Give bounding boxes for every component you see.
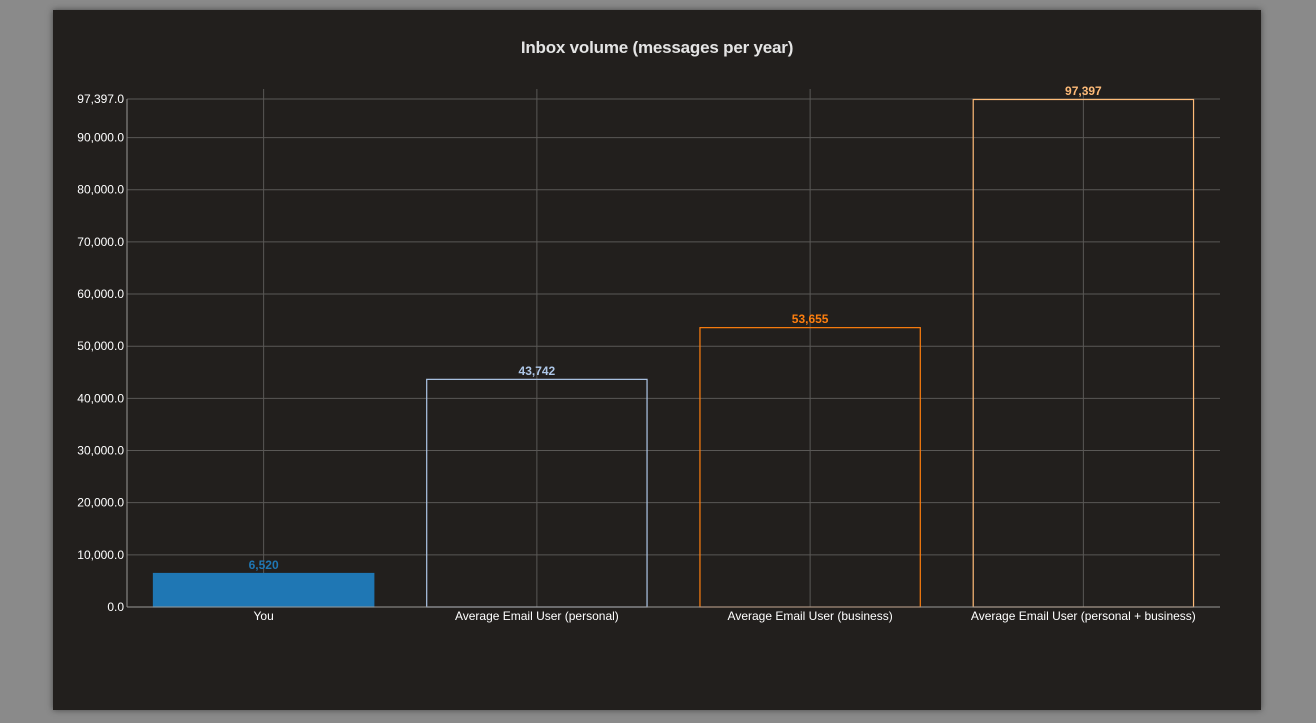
y-tick-label: 70,000.0: [77, 235, 124, 249]
bars: [152, 98, 1195, 608]
y-tick-label: 30,000.0: [77, 444, 124, 458]
bar: [699, 327, 921, 608]
x-category-label: You: [254, 609, 274, 623]
bar: [152, 572, 375, 608]
chart-panel: Inbox volume (messages per year) 0.0 10,0…: [53, 10, 1261, 710]
x-category-label: Average Email User (business): [728, 609, 893, 623]
y-tick-label: 80,000.0: [77, 183, 124, 197]
x-category-label: Average Email User (personal + business): [971, 609, 1196, 623]
bar-chart: 0.0 10,000.0 20,000.0 30,000.0 40,000.0 50,00…: [77, 84, 1220, 623]
y-tick-label: 0.0: [107, 600, 124, 614]
bar-value-label: 53,655: [792, 312, 829, 326]
chart-title: Inbox volume (messages per year): [520, 38, 794, 57]
y-tick-label: 60,000.0: [77, 287, 124, 301]
axes: [126, 99, 1220, 608]
bar: [426, 378, 648, 608]
y-tick-label: 20,000.0: [77, 496, 124, 510]
labels: 0.0 10,000.0 20,000.0 30,000.0 40,000.0 50,00…: [77, 84, 1196, 623]
x-category-label: Average Email User (personal): [455, 609, 619, 623]
bar-value-label: 43,742: [519, 364, 556, 378]
bar-value-label: 6,520: [249, 558, 279, 572]
y-tick-label: 90,000.0: [77, 131, 124, 145]
grid: [127, 89, 1220, 607]
y-tick-label: 50,000.0: [77, 339, 124, 353]
bar-value-label: 97,397: [1065, 84, 1102, 98]
y-tick-label: 10,000.0: [77, 548, 124, 562]
bar: [972, 98, 1195, 608]
y-tick-label: 40,000.0: [77, 391, 124, 405]
y-tick-label: 97,397.0: [77, 92, 124, 106]
